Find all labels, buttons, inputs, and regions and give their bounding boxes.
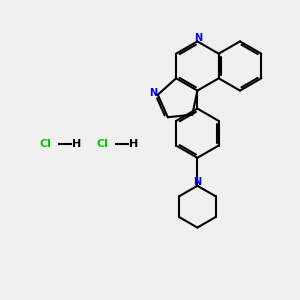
Text: Cl: Cl xyxy=(96,139,108,149)
Text: N: N xyxy=(149,88,158,98)
Text: H: H xyxy=(72,139,81,149)
Text: H: H xyxy=(129,139,138,149)
Text: N: N xyxy=(194,33,202,43)
Text: N: N xyxy=(193,177,202,187)
Text: Cl: Cl xyxy=(39,139,51,149)
